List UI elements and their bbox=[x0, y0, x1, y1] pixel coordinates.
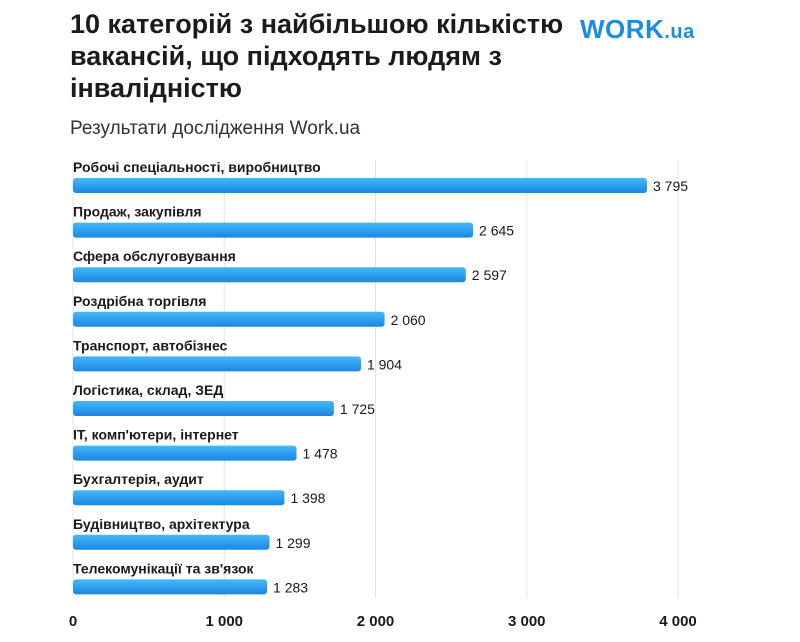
value-label: 1 398 bbox=[290, 490, 325, 506]
category-label: Транспорт, автобізнес bbox=[73, 337, 228, 353]
bar bbox=[73, 534, 270, 550]
labels: Робочі спеціальності, виробництво 3 795 Пр… bbox=[73, 159, 688, 595]
x-tick-label: 4 000 bbox=[659, 613, 697, 630]
x-tick-label: 1 000 bbox=[205, 613, 243, 630]
bar bbox=[73, 178, 647, 193]
value-label: 1 283 bbox=[273, 579, 308, 595]
bar bbox=[73, 579, 268, 595]
bar bbox=[73, 311, 385, 327]
x-axis-ticks: 0 1 000 2 000 3 000 4 000 bbox=[69, 613, 697, 630]
bar bbox=[73, 356, 361, 372]
value-label: 3 795 bbox=[653, 178, 688, 194]
category-label: Роздрібна торгівля bbox=[73, 293, 206, 309]
category-label: Сфера обслуговування bbox=[73, 248, 236, 264]
x-tick-label: 2 000 bbox=[357, 613, 395, 630]
value-label: 1 904 bbox=[367, 356, 402, 372]
category-label: IT, комп'ютери, інтернет bbox=[73, 427, 239, 443]
value-label: 2 645 bbox=[479, 223, 514, 239]
category-label: Телекомунікації та зв'язок bbox=[73, 560, 255, 576]
bar bbox=[73, 490, 285, 506]
chart-subtitle: Результати дослідження Work.ua bbox=[70, 118, 361, 139]
x-tick-label: 0 bbox=[69, 613, 77, 630]
bar bbox=[73, 401, 334, 416]
value-label: 1 725 bbox=[340, 401, 375, 417]
bar bbox=[73, 222, 474, 238]
category-label: Логістика, склад, ЗЕД bbox=[73, 382, 223, 398]
category-label: Робочі спеціальності, виробництво bbox=[73, 159, 321, 175]
x-tick-label: 3 000 bbox=[508, 613, 546, 630]
value-label: 1 299 bbox=[275, 535, 310, 551]
value-label: 2 597 bbox=[472, 267, 507, 283]
category-label: Будівництво, архітектура bbox=[73, 516, 250, 532]
value-label: 2 060 bbox=[391, 312, 426, 328]
work-ua-logo: WORK.ua bbox=[580, 14, 695, 44]
bars bbox=[73, 178, 647, 595]
category-label: Продаж, закупівля bbox=[73, 204, 202, 220]
category-label: Бухгалтерія, аудит bbox=[73, 471, 204, 487]
bar bbox=[73, 445, 297, 461]
bar bbox=[73, 267, 466, 283]
chart-title: 10 категорій з найбільшою кількістю вака… bbox=[70, 9, 564, 103]
value-label: 1 478 bbox=[303, 446, 338, 462]
